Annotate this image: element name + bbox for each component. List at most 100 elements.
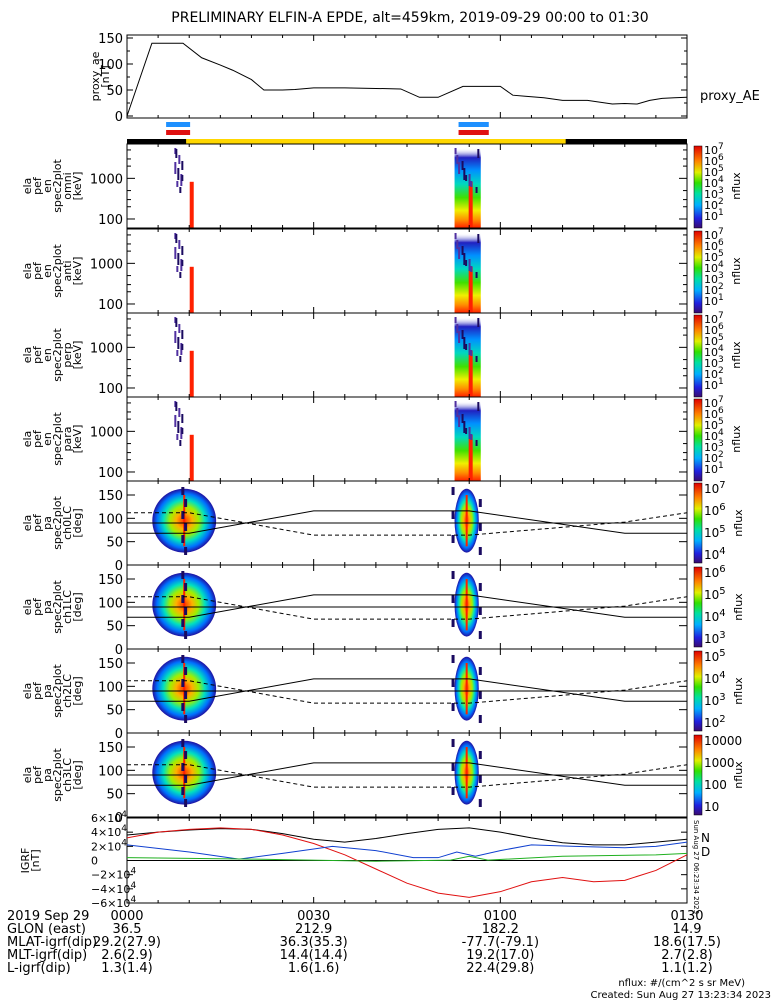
pa-speckle [184,751,188,759]
pa-speckle [451,679,455,687]
igrf-tick-label: −6×104 [91,895,136,910]
science-zone-red-bar [458,130,489,135]
proxy-ylabel-line: proxy_ae [89,51,102,101]
energy-speckle [181,428,184,434]
pa-ylabel-line: pef [31,765,44,784]
pa-ylabel-line: spec2plot [51,580,64,634]
igrf-tick-label: −4×104 [91,881,136,896]
energy-panel-3: 1001000elapefenspec2plotperp[keV]1071061… [21,311,743,398]
pa-speckle [181,763,185,771]
energy-tick-label: 100 [98,298,123,313]
energy-tick-label: 1000 [90,341,123,356]
energy-speckle [454,317,457,323]
pa-ylabel-line: pef [31,597,44,616]
energy-panel-frame [126,228,688,314]
pa-tick-label: 100 [98,764,123,779]
date-stamp: Sun Aug 27 06:23:34 2023 [692,820,700,914]
proxy-legend-label: proxy_AE [700,89,760,104]
pa-speckle [478,607,482,615]
energy-speckle [461,246,464,255]
footer-value: -77.7(-79.1) [462,935,539,950]
pa-speckle [184,631,188,639]
colorbar-tick-label: 105 [704,648,726,664]
energy-panel-1: 1001000elapefenspec2plotomni[keV]1071061… [21,142,743,229]
pa-speckle [478,499,482,507]
pa-loss-cone-line [127,762,687,786]
footer-value: 0100 [484,909,517,924]
proxy-frame [126,34,688,119]
pa-speckle [451,763,455,771]
colorbar-tick-label: 104 [704,608,726,624]
footer-row-label: MLT-igrf(dip) [7,948,87,963]
pa-speckle [184,667,188,675]
energy-tick-label: 1000 [90,425,123,440]
energy-speckle [458,247,461,259]
energy-burst-core [189,266,194,313]
colorbar-label: nflux [732,677,745,705]
colorbar-label: nflux [730,341,743,369]
energy-speckle [463,253,466,265]
pa-speckle [181,655,185,663]
pa-speckle [184,715,188,723]
energy-speckle [174,162,177,174]
pa-speckle [181,595,185,603]
science-zone-bars [127,122,687,144]
pa-speckle [181,511,185,519]
colorbar-tick-label: 101 [704,461,724,476]
energy-ylabel-line: spec2plot [51,328,64,382]
igrf-legend-d: D [701,845,710,859]
pa-speckle [451,595,455,603]
pa-burst-core [183,579,186,631]
footer-value: 18.6(17.5) [653,935,721,950]
energy-speckle [176,266,179,272]
pa-speckle [184,799,188,807]
energy-speckle [175,318,178,327]
pa-speckle [451,487,455,495]
energy-speckle [181,414,184,423]
footer-value: 182.2 [482,922,519,937]
energy-speckle [468,427,471,439]
energy-ylabel-line: [keV] [71,172,84,201]
footer-value: 0130 [670,909,703,924]
colorbar-tick-label: 106 [704,564,726,580]
igrf-panel: 6×1044×1042×1040−2×104−4×104−6×104IGRF[n… [19,810,710,914]
pa-speckle [451,787,455,795]
pa-ylabel-line: ch3LC [61,758,74,792]
pa-colorbar [693,482,703,564]
energy-speckle [176,350,179,356]
footer-row-label: 2019 Sep 29 [7,909,89,924]
science-zone-blue-bar [458,122,489,127]
energy-speckle [177,253,180,265]
energy-speckle [475,272,478,278]
colorbar-label: nflux [732,761,745,789]
energy-tick-label: 1000 [90,172,123,187]
energy-speckle [179,440,182,446]
pa-speckle [184,583,188,591]
colorbar-tick-label: 10000 [704,734,742,748]
pa-ylabel-line: ela [21,599,34,616]
pa-speckle [478,667,482,675]
pa-speckle [184,523,188,531]
pa-speckle [451,571,455,579]
pa-tick-label: 150 [98,489,123,504]
energy-speckle [456,324,459,333]
pa-ylabel-line: [deg] [71,592,84,621]
pa-speckle [478,547,482,555]
energy-colorbar [693,230,703,314]
footer-value: 36.5 [113,922,142,937]
pa-ylabel-line: ela [21,515,34,532]
pa-speckle [181,679,185,687]
footer-value: 14.4(14.4) [280,948,348,963]
energy-speckle [465,260,468,266]
colorbar-tick-label: 104 [704,670,726,686]
footer-value: 19.2(17.0) [466,948,534,963]
pa-tick-label: 150 [98,573,123,588]
energy-speckle [454,148,457,154]
pa-ylabel-line: spec2plot [51,748,64,802]
pa-speckle [478,691,482,699]
proxy-tick-label: 50 [106,84,123,99]
